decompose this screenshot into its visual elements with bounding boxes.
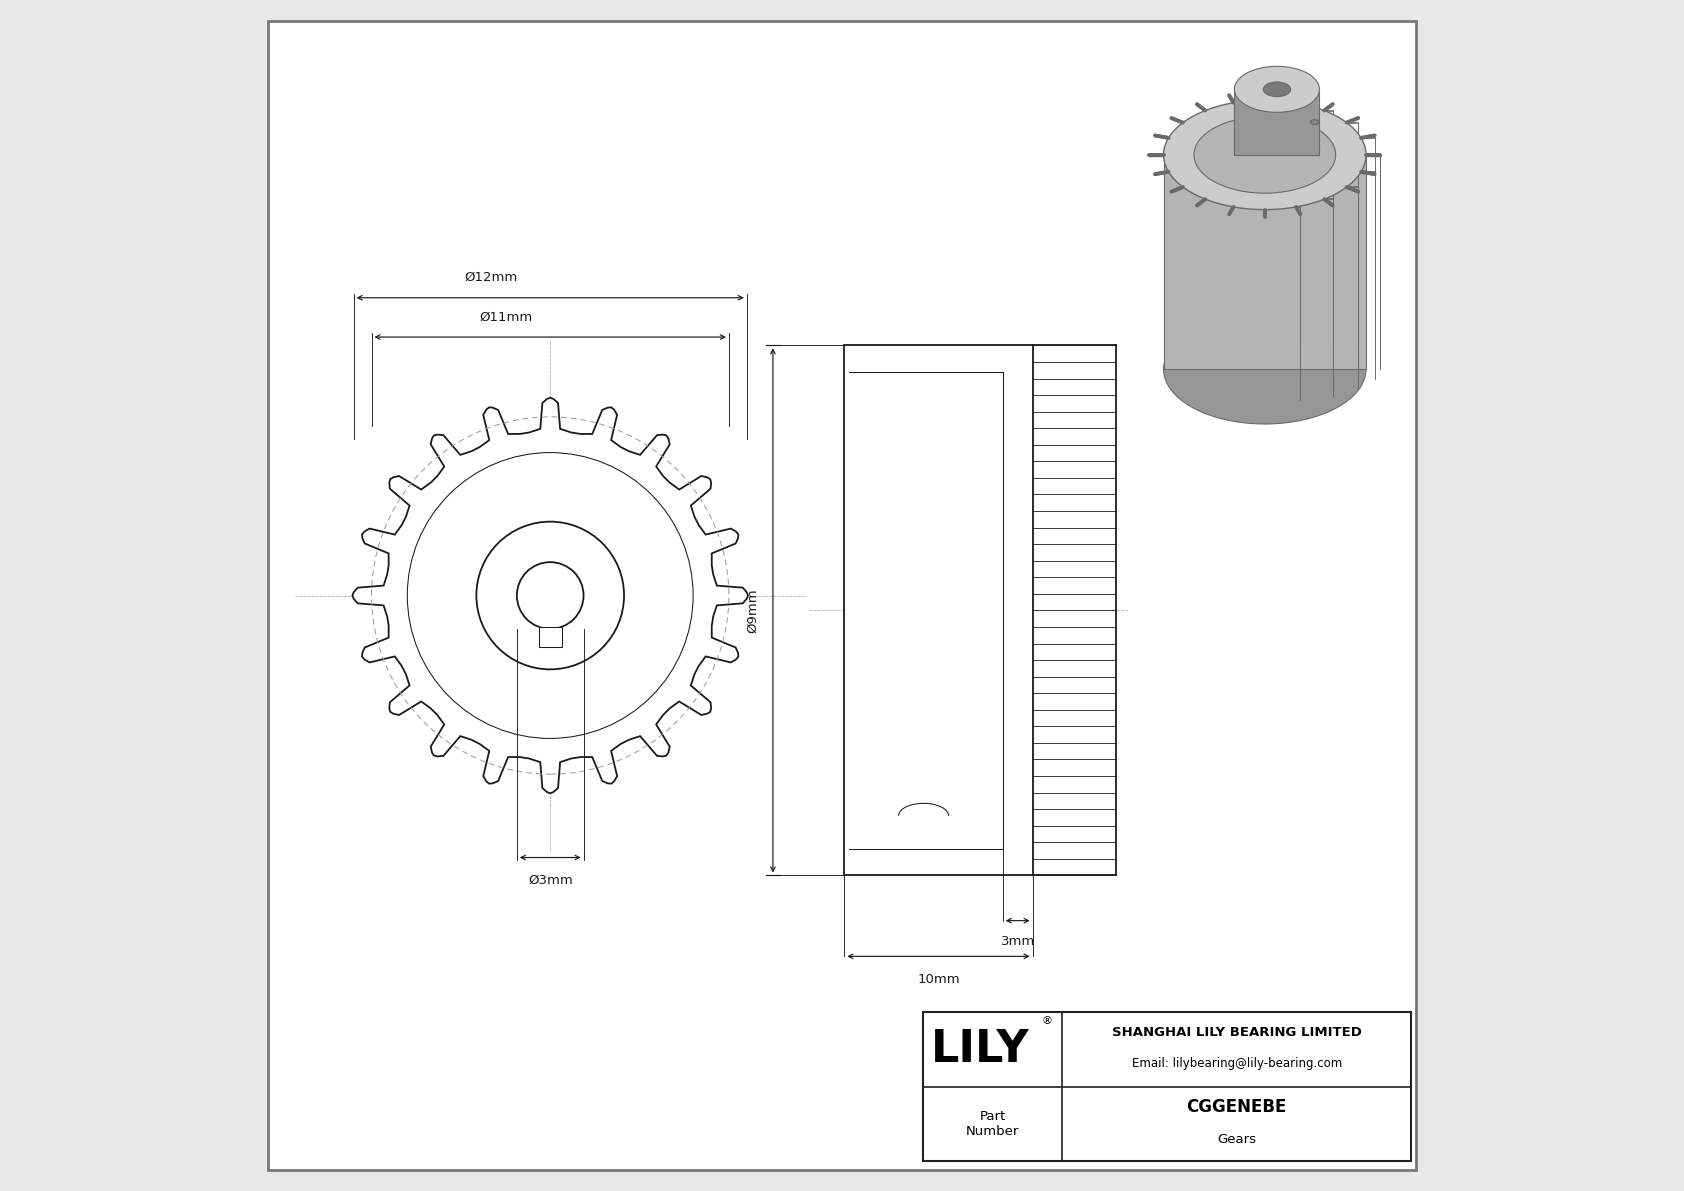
- Ellipse shape: [1194, 117, 1335, 193]
- Text: 10mm: 10mm: [918, 973, 960, 986]
- Circle shape: [408, 453, 694, 738]
- Bar: [539, 628, 562, 647]
- Text: Ø9mm: Ø9mm: [746, 588, 758, 632]
- Text: ®: ®: [1042, 1016, 1052, 1025]
- Text: 3mm: 3mm: [1000, 935, 1034, 948]
- Circle shape: [477, 522, 625, 669]
- Text: Ø11mm: Ø11mm: [478, 311, 532, 324]
- Ellipse shape: [1234, 67, 1320, 112]
- Bar: [844, 345, 1032, 875]
- Ellipse shape: [1164, 314, 1366, 424]
- Text: Part
Number: Part Number: [967, 1110, 1019, 1139]
- Text: LILY: LILY: [931, 1028, 1031, 1071]
- Text: Email: lilybearing@lily-bearing.com: Email: lilybearing@lily-bearing.com: [1132, 1058, 1342, 1071]
- Text: CGGENEBE: CGGENEBE: [1187, 1098, 1287, 1116]
- Text: SHANGHAI LILY BEARING LIMITED: SHANGHAI LILY BEARING LIMITED: [1111, 1027, 1362, 1040]
- Ellipse shape: [1164, 100, 1366, 210]
- Polygon shape: [352, 398, 748, 793]
- Text: Ø3mm: Ø3mm: [527, 874, 573, 887]
- Circle shape: [517, 562, 584, 629]
- Ellipse shape: [1310, 120, 1319, 125]
- Bar: [923, 1012, 1411, 1161]
- Ellipse shape: [1263, 82, 1290, 96]
- Text: Gears: Gears: [1218, 1133, 1256, 1146]
- Text: Ø12mm: Ø12mm: [465, 270, 519, 283]
- Polygon shape: [1164, 155, 1366, 369]
- Polygon shape: [1234, 89, 1320, 155]
